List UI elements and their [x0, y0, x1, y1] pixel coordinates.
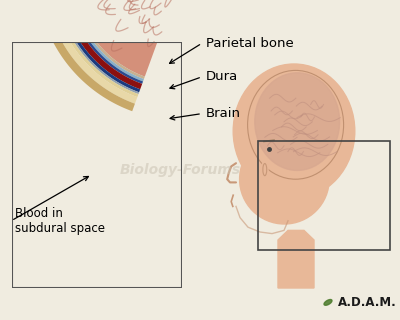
- Text: Parietal bone: Parietal bone: [206, 37, 294, 50]
- Text: Brain: Brain: [206, 107, 241, 120]
- Text: Blood in
subdural space: Blood in subdural space: [15, 207, 105, 235]
- Text: Dura: Dura: [206, 70, 238, 83]
- Polygon shape: [41, 10, 135, 111]
- Polygon shape: [56, 7, 138, 97]
- Ellipse shape: [233, 64, 355, 198]
- Polygon shape: [72, 3, 144, 82]
- Polygon shape: [278, 230, 314, 288]
- Bar: [12, 42, 182, 288]
- Text: Biology-Forums: Biology-Forums: [120, 163, 240, 177]
- Bar: [258, 141, 390, 250]
- Text: A.D.A.M.: A.D.A.M.: [338, 296, 397, 309]
- Bar: [12, 42, 182, 288]
- Ellipse shape: [262, 161, 268, 178]
- Polygon shape: [74, 3, 145, 79]
- Polygon shape: [77, 0, 182, 76]
- Polygon shape: [324, 300, 332, 305]
- Polygon shape: [70, 4, 143, 84]
- Polygon shape: [61, 6, 140, 92]
- Polygon shape: [64, 4, 142, 89]
- Ellipse shape: [255, 73, 340, 170]
- Ellipse shape: [240, 134, 329, 224]
- Polygon shape: [59, 7, 139, 94]
- Polygon shape: [49, 8, 137, 104]
